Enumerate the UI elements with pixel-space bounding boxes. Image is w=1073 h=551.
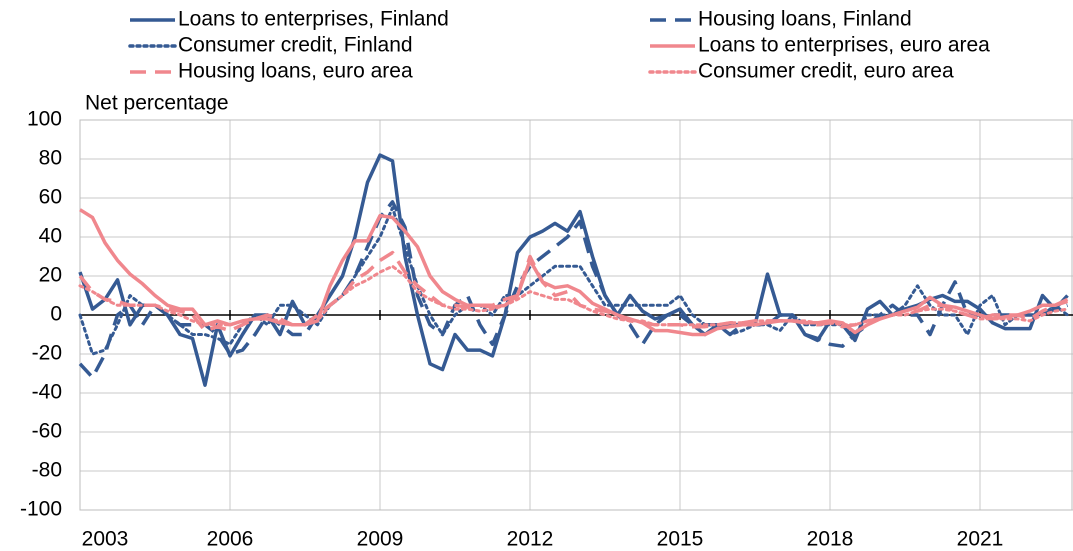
y-tick-label: -100 <box>20 498 62 521</box>
legend-label: Housing loans, Finland <box>698 8 912 31</box>
y-tick-label: 100 <box>27 108 62 131</box>
x-tick-label: 2009 <box>357 528 404 551</box>
y-tick-label: -80 <box>32 459 62 482</box>
y-tick-label: 20 <box>39 264 62 287</box>
legend-label: Consumer credit, Finland <box>178 34 413 57</box>
x-tick-label: 2012 <box>507 528 554 551</box>
x-tick-label: 2006 <box>207 528 254 551</box>
y-tick-label: 0 <box>50 303 62 326</box>
x-tick-label: 2021 <box>957 528 1004 551</box>
legend-label: Housing loans, euro area <box>178 60 413 83</box>
y-tick-label: -40 <box>32 381 62 404</box>
series-line <box>78 200 1069 380</box>
x-tick-label: 2003 <box>82 528 129 551</box>
y-tick-label: 80 <box>39 147 62 170</box>
y-tick-label: 60 <box>39 186 62 209</box>
y-tick-label: -20 <box>32 342 62 365</box>
series-line <box>78 206 1069 356</box>
x-tick-label: 2018 <box>807 528 854 551</box>
series-line <box>78 264 1069 327</box>
x-tick-label: 2015 <box>657 528 704 551</box>
y-tick-label: 40 <box>39 225 62 248</box>
legend-label: Loans to enterprises, Finland <box>178 8 449 31</box>
series-line <box>78 250 1069 333</box>
legend-label: Loans to enterprises, euro area <box>698 34 990 57</box>
y-axis-label: Net percentage <box>85 92 229 115</box>
legend-label: Consumer credit, euro area <box>698 60 954 83</box>
y-tick-label: -60 <box>32 420 62 443</box>
